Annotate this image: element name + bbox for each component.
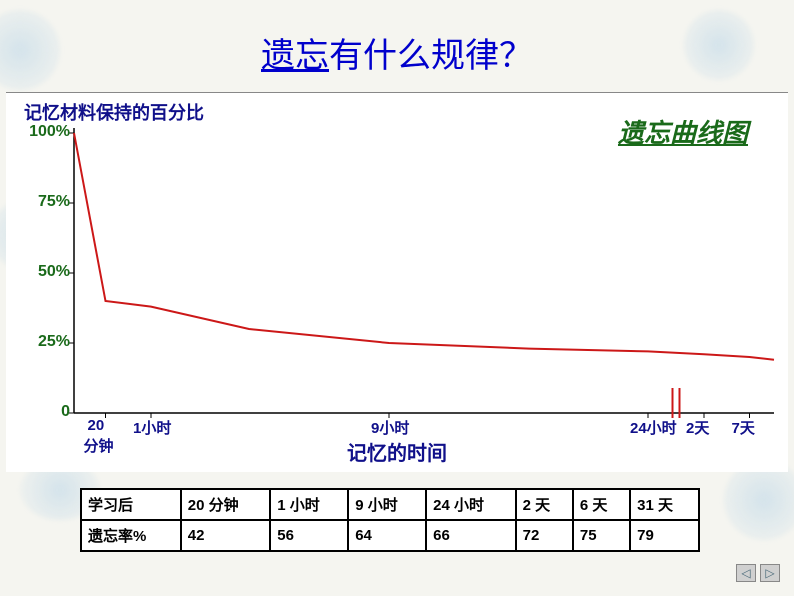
table-cell: 9 小时 (348, 489, 426, 520)
table-cell: 31 天 (630, 489, 699, 520)
table-cell: 66 (426, 520, 515, 551)
triangle-left-icon: ◁ (741, 566, 750, 580)
table-cell: 79 (630, 520, 699, 551)
y-tick-label: 100% (20, 123, 70, 141)
x-tick-sublabel: 分钟 (84, 435, 114, 456)
y-tick-label: 0 (20, 403, 70, 421)
table-cell: 6 天 (573, 489, 630, 520)
forgetting-curve-chart: 记忆材料保持的百分比 遗忘曲线图 记忆的时间 025%50%75%100% 20… (6, 92, 788, 472)
table-cell: 64 (348, 520, 426, 551)
y-tick-label: 75% (20, 193, 70, 211)
nav-arrows: ◁ ▷ (736, 564, 780, 582)
table-row: 学习后 20 分钟1 小时9 小时24 小时2 天6 天31 天 (81, 489, 699, 520)
chart-svg (6, 93, 788, 473)
table-cell: 1 小时 (270, 489, 348, 520)
x-tick-label: 20 (88, 417, 105, 434)
x-axis-title: 记忆的时间 (347, 437, 447, 466)
x-tick-label: 2天 (686, 417, 709, 438)
prev-slide-button[interactable]: ◁ (736, 564, 756, 582)
row2-header: 遗忘率% (81, 520, 181, 551)
next-slide-button[interactable]: ▷ (760, 564, 780, 582)
y-tick-label: 50% (20, 263, 70, 281)
table-cell: 56 (270, 520, 348, 551)
table-cell: 24 小时 (426, 489, 515, 520)
triangle-right-icon: ▷ (765, 566, 774, 580)
x-tick-label: 24小时 (630, 417, 677, 438)
table-cell: 75 (573, 520, 630, 551)
table-cell: 20 分钟 (181, 489, 270, 520)
table-row: 遗忘率% 42566466727579 (81, 520, 699, 551)
x-tick-label: 1小时 (133, 417, 171, 438)
title-link[interactable]: 遗忘 (261, 37, 329, 75)
title-rest: 有什么规律？ (329, 37, 533, 75)
y-tick-label: 25% (20, 333, 70, 351)
table-cell: 42 (181, 520, 270, 551)
x-tick-label: 7天 (732, 417, 755, 438)
forgetting-rate-table: 学习后 20 分钟1 小时9 小时24 小时2 天6 天31 天 遗忘率% 42… (80, 488, 700, 552)
row1-header: 学习后 (81, 489, 181, 520)
x-tick-label: 9小时 (371, 417, 409, 438)
page-title: 遗忘有什么规律？ (0, 0, 794, 87)
table-cell: 72 (516, 520, 573, 551)
table-cell: 2 天 (516, 489, 573, 520)
